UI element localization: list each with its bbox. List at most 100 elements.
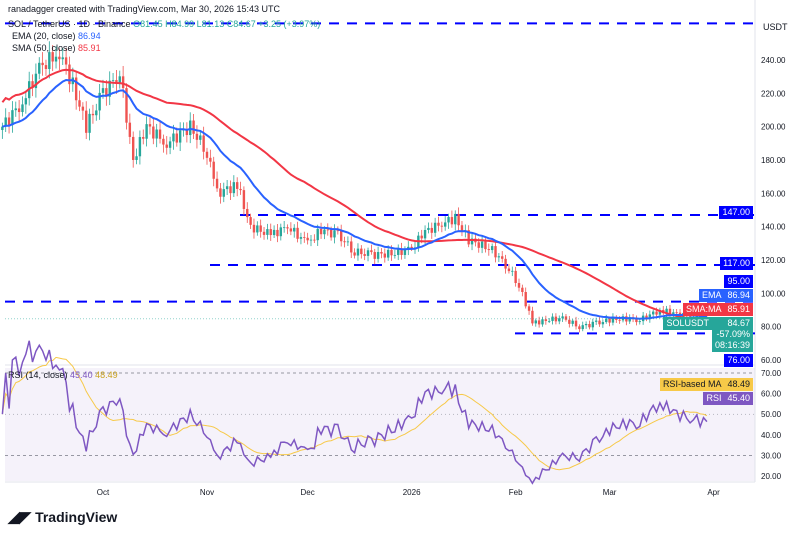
candle-body <box>85 110 88 133</box>
candle-body <box>574 320 578 327</box>
candle-body <box>460 225 464 232</box>
candle-body <box>668 308 672 315</box>
candle-body <box>544 319 548 322</box>
rsi-row: RSI 45.40 <box>703 392 753 405</box>
candle-body <box>541 319 544 325</box>
tradingview-logo-icon: ◢◤ <box>8 509 32 526</box>
x-tick-label: Mar <box>603 488 617 497</box>
candle-body <box>205 151 209 158</box>
symbol-legend: SOL / TetherUS · 1D · Binance O81.45 H84… <box>8 19 320 30</box>
candle-body <box>192 120 195 134</box>
candle-body <box>242 190 246 209</box>
candle-body <box>511 270 514 272</box>
y-tick-label: 60.00 <box>761 356 782 365</box>
candle-body <box>571 320 574 324</box>
candle-body <box>269 229 272 236</box>
candle-body <box>608 318 611 323</box>
rsi-ma-tag: 48.49 <box>724 378 753 391</box>
candle-body <box>454 213 457 225</box>
candle-body <box>145 124 148 139</box>
candle-body <box>101 88 105 93</box>
sma-legend[interactable]: SMA (50, close) 85.91 <box>12 43 101 54</box>
price-row: SOLUSDT 84.67 -57.09% 08:16:39 <box>663 317 753 352</box>
candle-body <box>212 161 215 179</box>
candle-body <box>658 309 662 315</box>
candle-body <box>507 268 511 272</box>
brand-name: TradingView <box>35 509 118 525</box>
candle-body <box>319 228 323 235</box>
candle-body <box>477 242 480 248</box>
candle-body <box>537 320 541 325</box>
candle-body <box>195 133 199 140</box>
candle-body <box>306 237 309 241</box>
rsi-legend-label: RSI (14, close) <box>8 370 68 380</box>
candle-body <box>279 227 283 237</box>
candle-body <box>400 248 403 255</box>
candle-body <box>152 126 155 139</box>
price-tag: 84.67 -57.09% 08:16:39 <box>711 317 753 352</box>
candle-body <box>353 252 356 256</box>
x-tick-label: Apr <box>707 488 720 497</box>
sma-row: SMA:MA 85.91 <box>682 303 753 316</box>
candle-body <box>235 182 239 189</box>
candle-body <box>635 318 638 323</box>
candle-body <box>534 320 537 324</box>
ohlc-close: C84.67 <box>226 19 256 29</box>
y-tick-label: 140.00 <box>761 223 786 232</box>
candle-body <box>142 137 145 139</box>
rsi-tick-label: 50.00 <box>761 410 782 419</box>
candle-body <box>168 141 172 148</box>
candle-body <box>380 252 383 254</box>
candle-body <box>547 320 551 322</box>
candle-body <box>138 137 142 157</box>
candle-body <box>11 110 14 126</box>
candle-body <box>427 227 430 230</box>
candle-body <box>601 322 605 325</box>
price-name-tag: SOLUSDT <box>663 317 712 330</box>
candle-body <box>397 248 400 255</box>
candle-body <box>21 104 24 113</box>
candle-body <box>605 318 608 323</box>
rsi-tick-label: 20.00 <box>761 472 782 481</box>
candle-body <box>61 57 64 60</box>
ema-legend[interactable]: EMA (20, close) 86.94 <box>12 31 101 42</box>
ema-row: EMA 86.94 <box>698 289 753 302</box>
candle-body <box>165 144 168 148</box>
candle-body <box>4 117 7 127</box>
tradingview-logo[interactable]: ◢◤ TradingView <box>8 508 117 526</box>
level-95-tag: 95.00 <box>724 275 753 288</box>
candle-body <box>111 80 115 81</box>
candle-body <box>259 225 262 232</box>
candle-body <box>299 237 303 239</box>
candle-body <box>252 224 256 233</box>
candle-body <box>323 229 326 235</box>
candle-body <box>578 326 581 330</box>
candle-body <box>24 98 28 105</box>
candle-body <box>645 315 648 320</box>
candle-body <box>262 231 266 235</box>
candle-body <box>514 270 517 284</box>
candle-body <box>490 246 494 251</box>
rsi-legend[interactable]: RSI (14, close) 45.40 48.49 <box>8 370 118 381</box>
candle-body <box>447 217 450 223</box>
candle-body <box>172 133 175 142</box>
candle-body <box>128 122 132 137</box>
candle-body <box>588 323 591 328</box>
candle-body <box>561 316 564 319</box>
candle-body <box>296 227 299 239</box>
candle-body <box>440 225 444 227</box>
x-tick-label: 2026 <box>403 488 421 497</box>
candle-body <box>17 108 21 113</box>
candle-body <box>282 227 286 229</box>
sma-tag: 85.91 <box>724 303 753 316</box>
sma-legend-value: 85.91 <box>78 43 101 53</box>
x-tick-label: Dec <box>301 488 315 497</box>
candle-body <box>487 249 491 251</box>
candle-body <box>14 108 17 111</box>
level-76-tag: 76.00 <box>724 354 753 367</box>
rsi-name-tag: RSI <box>703 392 725 405</box>
ema-20-line <box>2 78 707 320</box>
candle-body <box>651 311 655 315</box>
candle-body <box>108 80 111 97</box>
